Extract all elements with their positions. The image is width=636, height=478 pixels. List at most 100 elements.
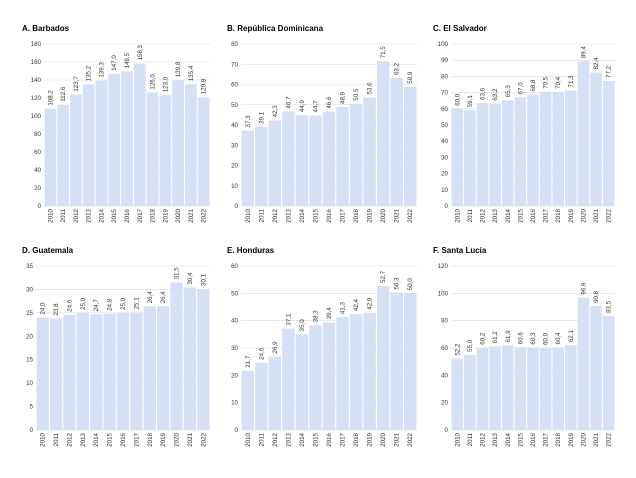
y-tick-label: 30 bbox=[231, 142, 238, 149]
x-tick-label: 2011 bbox=[467, 432, 474, 446]
x-tick-label: 2013 bbox=[285, 432, 292, 446]
data-label: 123,0 bbox=[162, 76, 169, 92]
x-tick-label: 2014 bbox=[299, 208, 306, 222]
y-tick-label: 0 bbox=[30, 427, 34, 434]
bar-2022 bbox=[602, 315, 615, 430]
data-label: 52,7 bbox=[380, 270, 387, 283]
bar-2020 bbox=[376, 61, 390, 207]
x-tick-label: 2017 bbox=[340, 208, 347, 222]
bar-2012 bbox=[476, 102, 489, 206]
x-tick-label: 2010 bbox=[245, 432, 252, 446]
x-tick-label: 2020 bbox=[580, 432, 587, 446]
data-label: 37,3 bbox=[245, 115, 252, 128]
bar-2018 bbox=[349, 314, 363, 430]
x-tick-label: 2022 bbox=[606, 432, 613, 446]
x-tick-label: 2018 bbox=[555, 432, 562, 446]
x-tick-label: 2021 bbox=[394, 208, 401, 222]
bar-2021 bbox=[390, 78, 403, 206]
x-tick-label: 2018 bbox=[353, 432, 360, 446]
data-label: 60,2 bbox=[480, 332, 487, 345]
bar-2014 bbox=[501, 345, 514, 430]
bar-2014 bbox=[90, 314, 103, 430]
data-label: 50,3 bbox=[394, 277, 401, 290]
bar-2012 bbox=[476, 347, 489, 430]
bar-2011 bbox=[464, 110, 476, 206]
bar-2013 bbox=[489, 346, 501, 430]
data-label: 60,6 bbox=[517, 332, 524, 345]
x-tick-label: 2021 bbox=[394, 432, 401, 446]
bar-2022 bbox=[197, 97, 210, 206]
data-label: 70,5 bbox=[543, 76, 550, 89]
bar-2014 bbox=[501, 100, 514, 206]
y-tick-label: 40 bbox=[34, 167, 41, 174]
y-tick-label: 35 bbox=[26, 263, 33, 270]
data-label: 44,7 bbox=[312, 100, 319, 113]
x-tick-label: 2017 bbox=[133, 432, 140, 446]
bar-2014 bbox=[295, 334, 309, 430]
chart-title: E. Honduras bbox=[227, 246, 275, 255]
x-tick-label: 2012 bbox=[66, 432, 73, 446]
data-label: 50,0 bbox=[407, 278, 414, 291]
y-tick-label: 15 bbox=[26, 357, 33, 364]
y-tick-label: 80 bbox=[231, 41, 238, 48]
y-tick-label: 30 bbox=[231, 345, 238, 352]
bar-2017 bbox=[130, 312, 143, 430]
x-tick-label: 2017 bbox=[340, 432, 347, 446]
data-label: 23,8 bbox=[53, 303, 60, 316]
bar-2015 bbox=[103, 313, 116, 430]
data-label: 35,0 bbox=[299, 319, 306, 332]
x-tick-label: 2017 bbox=[543, 208, 550, 222]
y-tick-label: 20 bbox=[441, 171, 448, 178]
bar-2017 bbox=[336, 106, 349, 206]
bar-2016 bbox=[527, 347, 539, 430]
data-label: 63,2 bbox=[394, 62, 401, 75]
bar-2019 bbox=[156, 306, 170, 430]
data-label: 61,9 bbox=[505, 330, 512, 343]
bar-2015 bbox=[309, 325, 322, 430]
y-tick-label: 100 bbox=[438, 290, 449, 297]
y-tick-label: 0 bbox=[445, 427, 449, 434]
bar-2010 bbox=[241, 370, 254, 430]
x-tick-label: 2021 bbox=[188, 208, 195, 222]
data-label: 25,1 bbox=[133, 297, 140, 310]
x-tick-label: 2010 bbox=[454, 432, 461, 446]
data-label: 60,0 bbox=[543, 332, 550, 345]
data-label: 62,1 bbox=[568, 330, 575, 343]
y-tick-label: 140 bbox=[31, 77, 42, 84]
data-label: 42,3 bbox=[272, 105, 279, 118]
x-tick-label: 2016 bbox=[326, 432, 333, 446]
bar-2010 bbox=[44, 108, 57, 206]
bar-2022 bbox=[404, 86, 417, 206]
data-label: 63,6 bbox=[480, 87, 487, 100]
bar-2013 bbox=[282, 111, 295, 206]
bar-2021 bbox=[590, 305, 602, 430]
y-tick-label: 50 bbox=[441, 122, 448, 129]
x-tick-label: 2014 bbox=[93, 432, 100, 446]
bar-2010 bbox=[36, 317, 49, 430]
x-tick-label: 2021 bbox=[187, 432, 194, 446]
bar-2019 bbox=[159, 95, 172, 206]
data-label: 63,2 bbox=[492, 88, 499, 101]
data-label: 26,4 bbox=[160, 291, 167, 304]
bar-2012 bbox=[70, 94, 82, 206]
bar-2021 bbox=[184, 84, 197, 206]
x-tick-label: 2013 bbox=[285, 208, 292, 222]
bar-2018 bbox=[349, 103, 363, 206]
bar-2012 bbox=[268, 120, 282, 206]
bar-chart-guatemala: 0 5 10 15 20 25 30 35 24,0 2010 23,8 2011 24,6 2012 25… bbox=[26, 263, 210, 447]
x-tick-label: 2011 bbox=[60, 208, 67, 222]
bar-2018 bbox=[146, 92, 159, 206]
data-label: 68,8 bbox=[530, 79, 537, 92]
y-tick-label: 20 bbox=[231, 163, 238, 170]
y-tick-label: 10 bbox=[231, 183, 238, 190]
data-label: 71,5 bbox=[380, 46, 387, 59]
chart-panel-guatemala: D. Guatemala 0 5 10 15 20 25 30 35 24,0 2010 23,8 2… bbox=[22, 246, 212, 458]
y-tick-label: 20 bbox=[34, 185, 41, 192]
bar-2018 bbox=[143, 306, 156, 430]
data-label: 30,1 bbox=[200, 273, 207, 286]
x-tick-label: 2015 bbox=[312, 208, 319, 222]
chart-title: F. Santa Lucía bbox=[433, 246, 487, 255]
y-tick-label: 10 bbox=[26, 380, 33, 387]
x-tick-label: 2014 bbox=[299, 432, 306, 446]
